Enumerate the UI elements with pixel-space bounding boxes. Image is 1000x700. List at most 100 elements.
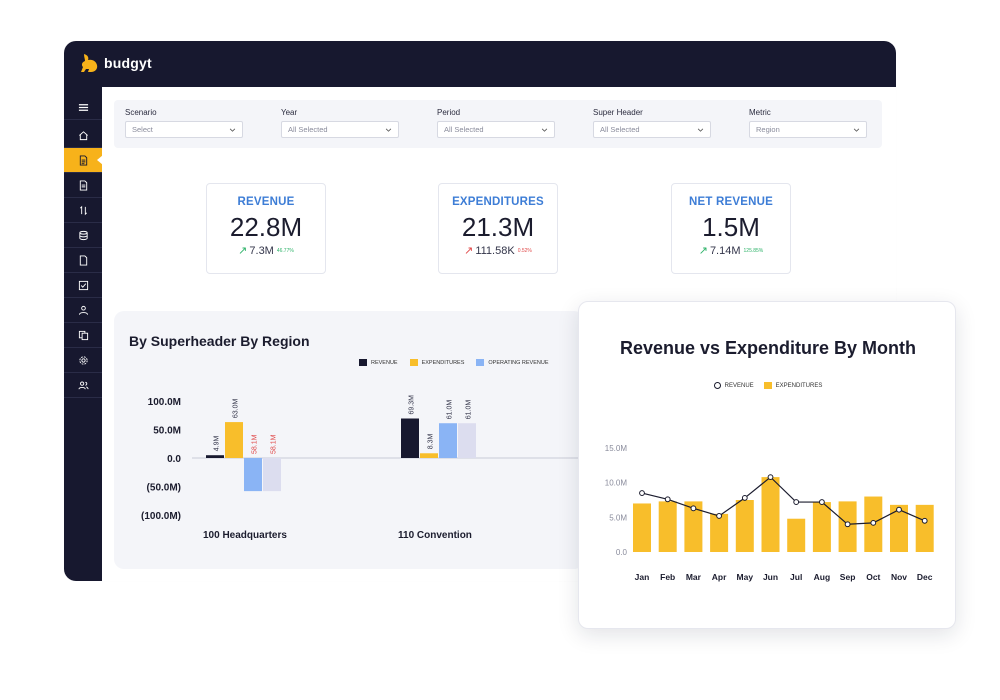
sidebar-item-home[interactable] xyxy=(64,123,102,148)
superheader-region-panel: By Superheader By Region REVENUE EXPENDI… xyxy=(114,311,584,569)
document-icon xyxy=(79,179,87,191)
users-icon xyxy=(77,381,89,389)
revenue-point xyxy=(870,519,877,526)
trend-up-icon: ↗ xyxy=(238,244,248,257)
legend-label: EXPENDITURES xyxy=(775,382,823,389)
filter-label: Metric xyxy=(749,108,771,117)
x-tick-label: Jun xyxy=(763,572,778,582)
revenue-line xyxy=(641,476,925,525)
kpi-card-expenditures: EXPENDITURES 21.3M ↗ 111.58K 0.52% xyxy=(438,183,558,274)
chevron-down-icon xyxy=(541,128,548,132)
x-tick-label: Sep xyxy=(840,572,856,582)
chart-legend: REVENUE EXPENDITURES OPERATING REVENUE xyxy=(359,359,549,366)
kpi-change: ↗ 7.3M 46.77% xyxy=(207,245,325,257)
x-tick-label: May xyxy=(737,572,754,582)
sidebar-menu-toggle[interactable] xyxy=(64,95,102,120)
period-select[interactable]: All Selected xyxy=(437,121,555,138)
x-tick-label: Nov xyxy=(891,572,907,582)
revenue-point xyxy=(690,505,697,512)
revenue-point xyxy=(664,496,671,503)
bar xyxy=(915,504,934,552)
legend-swatch xyxy=(763,382,772,389)
sidebar-item-transfers[interactable] xyxy=(64,198,102,223)
y-tick-label: 10.0M xyxy=(605,479,628,488)
file-icon xyxy=(79,254,87,266)
x-category-label: 100 Headquarters xyxy=(203,530,287,541)
year-select[interactable]: All Selected xyxy=(281,121,399,138)
legend-swatch xyxy=(409,359,418,366)
revenue-point xyxy=(741,495,748,501)
chart-title: Revenue vs Expenditure By Month xyxy=(619,338,917,358)
sidebar-item-files[interactable] xyxy=(64,248,102,273)
sidebar-item-settings[interactable] xyxy=(64,348,102,373)
x-tick-label: Aug xyxy=(814,572,831,582)
revenue-point xyxy=(896,506,902,513)
bar xyxy=(206,455,224,458)
x-tick-label: Apr xyxy=(712,572,727,582)
trend-up-icon: ↗ xyxy=(464,244,474,257)
bar-value-label: 4.9M xyxy=(214,435,221,451)
legend-swatch xyxy=(476,359,485,366)
x-tick-label: Feb xyxy=(660,572,675,582)
select-value: Region xyxy=(756,125,780,134)
super-header-select[interactable]: All Selected xyxy=(593,121,711,138)
chevron-down-icon xyxy=(697,128,704,132)
filter-label: Scenario xyxy=(125,108,157,117)
bar xyxy=(263,458,281,492)
bar xyxy=(658,501,677,552)
sidebar-item-users[interactable] xyxy=(64,373,102,398)
checklist-icon xyxy=(78,280,88,290)
top-bar: budgyt xyxy=(64,41,896,87)
filter-period: Period All Selected xyxy=(437,108,555,138)
kpi-change-value: 7.14M xyxy=(709,245,741,257)
legend-swatch xyxy=(359,359,367,366)
logo[interactable]: budgyt xyxy=(80,52,152,74)
bar-value-label: 58.1M xyxy=(271,434,278,454)
bar xyxy=(812,502,831,552)
bar xyxy=(458,423,476,458)
legend-item-revenue[interactable]: REVENUE xyxy=(713,382,754,389)
legend-item-expenditures[interactable]: EXPENDITURES xyxy=(763,382,823,389)
filter-label: Year xyxy=(281,108,298,117)
bar xyxy=(761,477,780,552)
bar-value-label: 63.0M xyxy=(233,398,240,418)
sidebar-item-payroll[interactable] xyxy=(64,298,102,323)
bar-value-label: 58.1M xyxy=(252,434,259,454)
legend-marker xyxy=(713,382,721,389)
trend-up-icon: ↗ xyxy=(698,244,708,257)
y-tick-label: (100.0M) xyxy=(141,511,181,522)
legend-item-revenue[interactable]: REVENUE xyxy=(359,359,398,366)
y-tick-label: 0.0 xyxy=(616,548,628,557)
kpi-change-percent: 46.77% xyxy=(276,248,294,254)
y-tick-label: 0.0 xyxy=(167,454,181,465)
bar xyxy=(439,423,457,458)
x-category-label: 110 Convention xyxy=(398,530,472,541)
sidebar-item-reports[interactable] xyxy=(64,148,103,173)
metric-select[interactable]: Region xyxy=(749,121,867,138)
legend-item-operating-revenue[interactable]: OPERATING REVENUE xyxy=(476,359,549,366)
revenue-point xyxy=(844,521,851,528)
bar xyxy=(684,501,703,552)
filter-label: Super Header xyxy=(593,108,643,117)
sidebar-item-tasks[interactable] xyxy=(64,273,102,298)
chevron-down-icon xyxy=(229,128,236,132)
legend-item-expenditures[interactable]: EXPENDITURES xyxy=(409,359,465,366)
sidebar-item-copy[interactable] xyxy=(64,323,102,348)
logo-text: budgyt xyxy=(104,55,152,71)
bar xyxy=(633,503,651,552)
chart-title: By Superheader By Region xyxy=(129,333,310,349)
legend-label: EXPENDITURES xyxy=(421,359,465,366)
bar-value-label: 69.3M xyxy=(409,395,416,415)
legend-label: REVENUE xyxy=(724,382,754,389)
bar xyxy=(890,504,908,552)
sidebar-item-documents[interactable] xyxy=(64,173,102,198)
kpi-value: 1.5M xyxy=(702,212,760,242)
report-icon xyxy=(79,154,87,166)
scenario-select[interactable]: Select xyxy=(125,121,243,138)
chevron-down-icon xyxy=(385,128,392,132)
sidebar-item-database[interactable] xyxy=(64,223,102,248)
settings-icon xyxy=(78,355,88,365)
revenue-expenditure-card: Revenue vs Expenditure By Month REVENUE … xyxy=(578,301,956,629)
bar xyxy=(420,453,438,458)
bar xyxy=(710,513,729,552)
